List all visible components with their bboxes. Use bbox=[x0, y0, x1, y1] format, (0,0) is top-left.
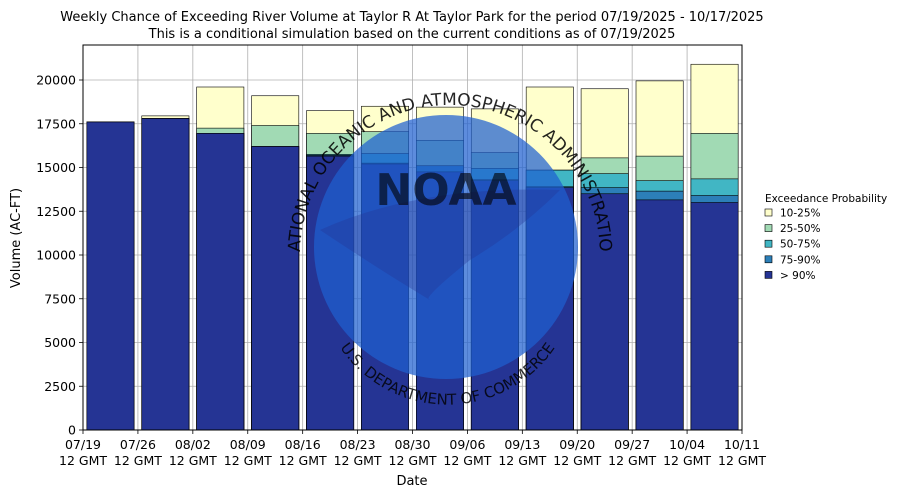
watermark-text-center: NOAA bbox=[375, 165, 516, 216]
x-tick-label-time: 12 GMT bbox=[443, 453, 491, 468]
x-tick-label-time: 12 GMT bbox=[498, 453, 546, 468]
bar-90 bbox=[196, 133, 245, 431]
bar-90 bbox=[635, 199, 684, 431]
x-tick-label-date: 10/04 bbox=[669, 437, 705, 452]
chart-subtitle: This is a conditional simulation based o… bbox=[148, 27, 676, 42]
legend-label-25-50: 25-50% bbox=[780, 223, 821, 235]
x-tick-label-date: 08/30 bbox=[394, 437, 430, 452]
legend-label-10-25: 10-25% bbox=[780, 208, 821, 220]
y-axis-ticks: 0 2500 5000 7500 10000 12500 15000 17500 20000 bbox=[36, 73, 83, 438]
x-tick-label-date: 07/19 bbox=[65, 437, 101, 452]
x-tick-label-time: 12 GMT bbox=[169, 453, 217, 468]
y-tick-label: 0 bbox=[68, 423, 76, 438]
x-tick-label-date: 08/02 bbox=[175, 437, 211, 452]
x-tick-label-time: 12 GMT bbox=[334, 453, 382, 468]
legend-label-75-90: 75-90% bbox=[780, 254, 821, 266]
x-tick-label-time: 12 GMT bbox=[663, 453, 711, 468]
bar-90 bbox=[141, 118, 190, 431]
bar-90 bbox=[86, 121, 135, 431]
x-axis-title: Date bbox=[396, 474, 427, 489]
x-tick-label-time: 12 GMT bbox=[114, 453, 162, 468]
watermark-wave bbox=[320, 189, 560, 300]
x-tick-label-date: 10/11 bbox=[724, 437, 760, 452]
x-tick-label-date: 09/27 bbox=[614, 437, 650, 452]
y-tick-label: 5000 bbox=[44, 335, 76, 350]
legend-swatch-75-90 bbox=[764, 255, 773, 264]
x-tick-label-date: 08/16 bbox=[285, 437, 321, 452]
legend-swatch-10-25 bbox=[764, 208, 773, 217]
y-tick-label: 2500 bbox=[44, 379, 76, 394]
bar-90 bbox=[251, 146, 300, 431]
x-tick-label-date: 08/23 bbox=[340, 437, 376, 452]
watermark-disc bbox=[314, 115, 578, 379]
x-tick-label-time: 12 GMT bbox=[59, 453, 107, 468]
x-tick-label-date: 08/09 bbox=[230, 437, 266, 452]
x-tick-label-time: 12 GMT bbox=[608, 453, 656, 468]
legend: Exceedance Probability 10-25% 25-50% 50-75… bbox=[764, 193, 887, 282]
x-tick-label-time: 12 GMT bbox=[718, 453, 766, 468]
x-tick-label-date: 09/06 bbox=[449, 437, 485, 452]
legend-swatch-90 bbox=[764, 271, 773, 279]
bar-90 bbox=[580, 193, 629, 431]
x-tick-label-time: 12 GMT bbox=[553, 453, 601, 468]
x-tick-label-date: 09/13 bbox=[504, 437, 540, 452]
x-tick-label-time: 12 GMT bbox=[389, 453, 437, 468]
y-tick-label: 7500 bbox=[44, 291, 76, 306]
y-tick-label: 12500 bbox=[36, 204, 76, 219]
y-tick-label: 17500 bbox=[36, 116, 76, 131]
y-tick-label: 10000 bbox=[36, 248, 76, 263]
x-tick-label-time: 12 GMT bbox=[224, 453, 272, 468]
y-axis-title: Volume (AC-FT) bbox=[9, 188, 24, 288]
bar-90 bbox=[690, 202, 739, 431]
x-tick-label-date: 07/26 bbox=[120, 437, 156, 452]
x-tick-label-date: 09/20 bbox=[559, 437, 595, 452]
legend-swatch-25-50 bbox=[764, 224, 773, 232]
legend-label-50-75: 50-75% bbox=[780, 239, 821, 251]
y-tick-label: 20000 bbox=[36, 73, 76, 88]
legend-swatch-50-75 bbox=[764, 239, 773, 248]
legend-title: Exceedance Probability bbox=[765, 193, 887, 205]
legend-label-90: > 90% bbox=[780, 270, 815, 282]
chart-title: Weekly Chance of Exceeding River Volume … bbox=[60, 10, 763, 25]
x-tick-label-time: 12 GMT bbox=[279, 453, 327, 468]
y-tick-label: 15000 bbox=[36, 160, 76, 175]
